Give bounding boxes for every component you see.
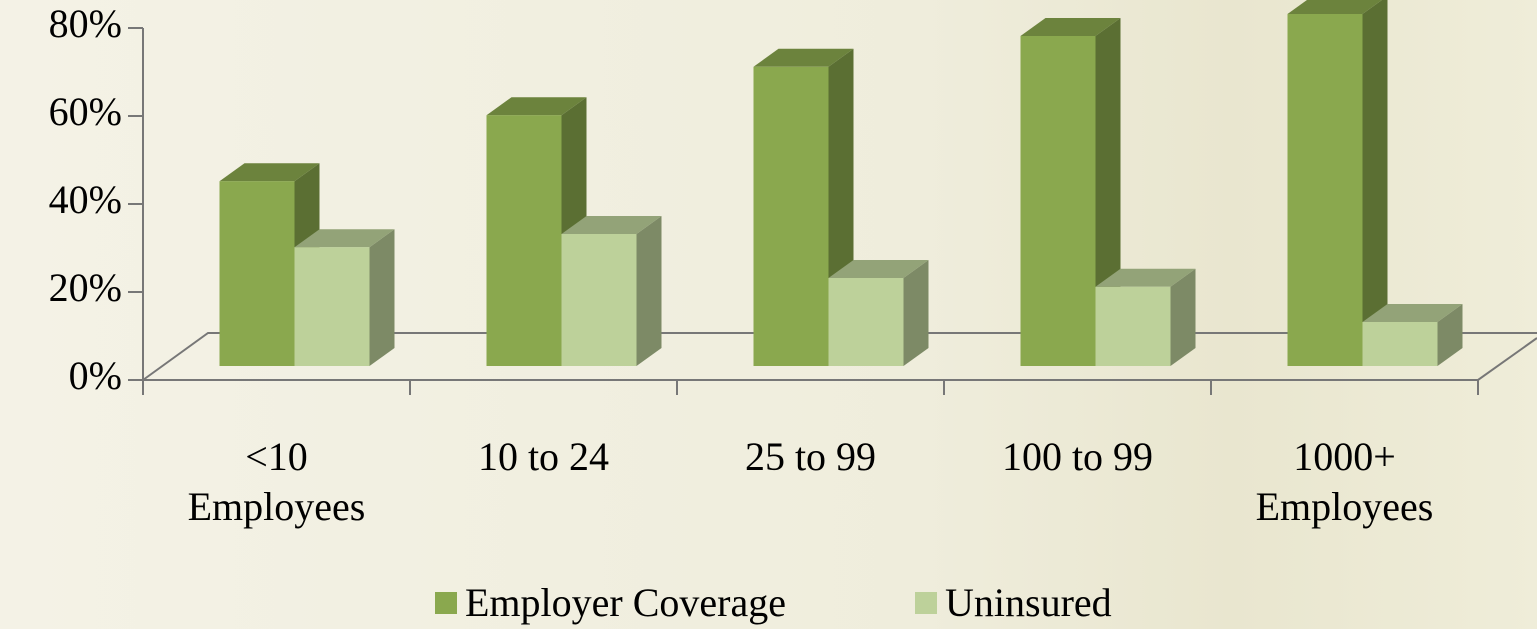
legend-label: Uninsured xyxy=(945,580,1112,625)
bar-front xyxy=(561,234,637,366)
bar-front xyxy=(1287,14,1363,366)
legend-swatch xyxy=(915,592,937,614)
bar-side xyxy=(1170,268,1196,366)
bar-front xyxy=(753,66,829,367)
x-tick-label: 25 to 99 xyxy=(744,434,877,479)
bar-side xyxy=(636,216,662,366)
bar xyxy=(1095,268,1196,366)
legend-item: Employer Coverage xyxy=(435,580,786,626)
bar-side xyxy=(1437,304,1463,366)
bar-side xyxy=(1362,0,1388,366)
bar-top xyxy=(1020,18,1121,36)
bar-top xyxy=(753,48,854,67)
bar-top xyxy=(1095,268,1196,287)
bar-top xyxy=(828,260,929,278)
bar xyxy=(1362,304,1463,366)
x-tick-label: <10 Employees xyxy=(187,434,366,529)
bar xyxy=(1287,0,1388,366)
legend-item: Uninsured xyxy=(915,580,1112,626)
y-tick-label: 60% xyxy=(49,89,122,134)
bar-front xyxy=(219,181,295,366)
bar xyxy=(294,229,395,366)
bar-front xyxy=(294,247,370,366)
bar-top xyxy=(294,229,395,248)
y-tick-label: 20% xyxy=(49,265,122,310)
legend-swatch xyxy=(435,592,457,614)
bar-front xyxy=(828,278,904,366)
bar-top xyxy=(219,163,320,182)
bar-top xyxy=(561,216,662,234)
bar-front xyxy=(1362,322,1438,366)
y-tick-label: 80% xyxy=(49,1,122,46)
x-tick-label: 1000+ Employees xyxy=(1255,434,1434,529)
bar xyxy=(828,260,929,366)
y-tick-label: 0% xyxy=(69,353,122,398)
bar-front xyxy=(1020,36,1096,366)
bar xyxy=(561,216,662,366)
bar-top xyxy=(486,97,587,116)
bar-front xyxy=(1095,286,1171,366)
legend-label: Employer Coverage xyxy=(465,580,786,625)
x-tick-label: 10 to 24 xyxy=(477,434,610,479)
x-tick-label: 100 to 99 xyxy=(1001,434,1154,479)
bar-side xyxy=(369,229,395,366)
bar-top xyxy=(1362,304,1463,322)
bar-top xyxy=(1287,0,1382,14)
bar-side xyxy=(903,260,929,366)
y-tick-label: 40% xyxy=(49,177,122,222)
bar-front xyxy=(486,115,562,366)
